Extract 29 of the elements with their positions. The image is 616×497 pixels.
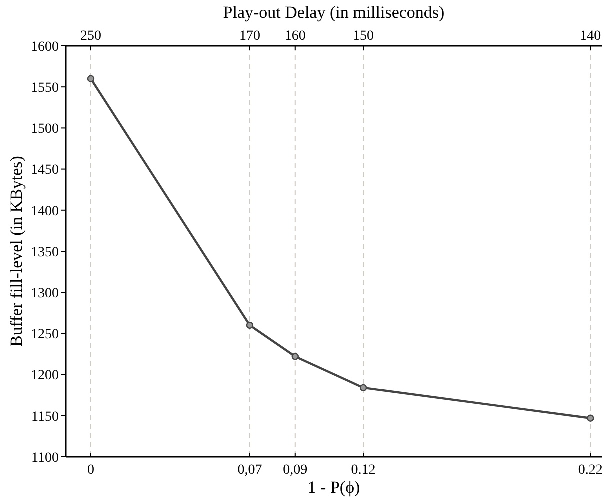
x-tick-label: 0,09 — [283, 463, 308, 478]
text: 140 — [580, 29, 602, 44]
y-tick-label: 1450 — [31, 163, 59, 178]
point — [246, 322, 254, 330]
point — [360, 384, 368, 392]
y-tick-label: 1100 — [32, 450, 59, 466]
text: 170 — [239, 29, 260, 44]
x-tick-label: 0 — [87, 463, 94, 478]
x-tick-label: 0.22 — [578, 463, 603, 478]
y-axis-title: Buffer fill-level (in KBytes) — [7, 156, 26, 347]
text: 150 — [353, 29, 374, 44]
x-axis-title: 1 - P(ϕ) — [308, 478, 360, 497]
point — [292, 353, 299, 360]
y-tick-label: 1500 — [31, 122, 59, 138]
x-tick-label: 0.12 — [351, 463, 376, 478]
x-tick-label: 0,07 — [238, 463, 262, 478]
point — [587, 414, 594, 422]
y-tick-label: 1600 — [31, 40, 59, 55]
y-tick-label: 1150 — [32, 410, 59, 425]
point — [87, 75, 95, 82]
y-tick-label: 1200 — [31, 368, 59, 384]
text: 160 — [284, 29, 306, 44]
x2-axis-title: Play-out Delay (in milliseconds) — [223, 3, 445, 22]
y-tick-label: 1350 — [31, 245, 59, 260]
y-tick-label: 1400 — [31, 204, 59, 220]
y-tick-label: 1250 — [31, 328, 59, 343]
y-tick-label: 1300 — [31, 286, 59, 302]
text: 250 — [80, 29, 102, 44]
y-tick-label: 1550 — [31, 81, 59, 96]
